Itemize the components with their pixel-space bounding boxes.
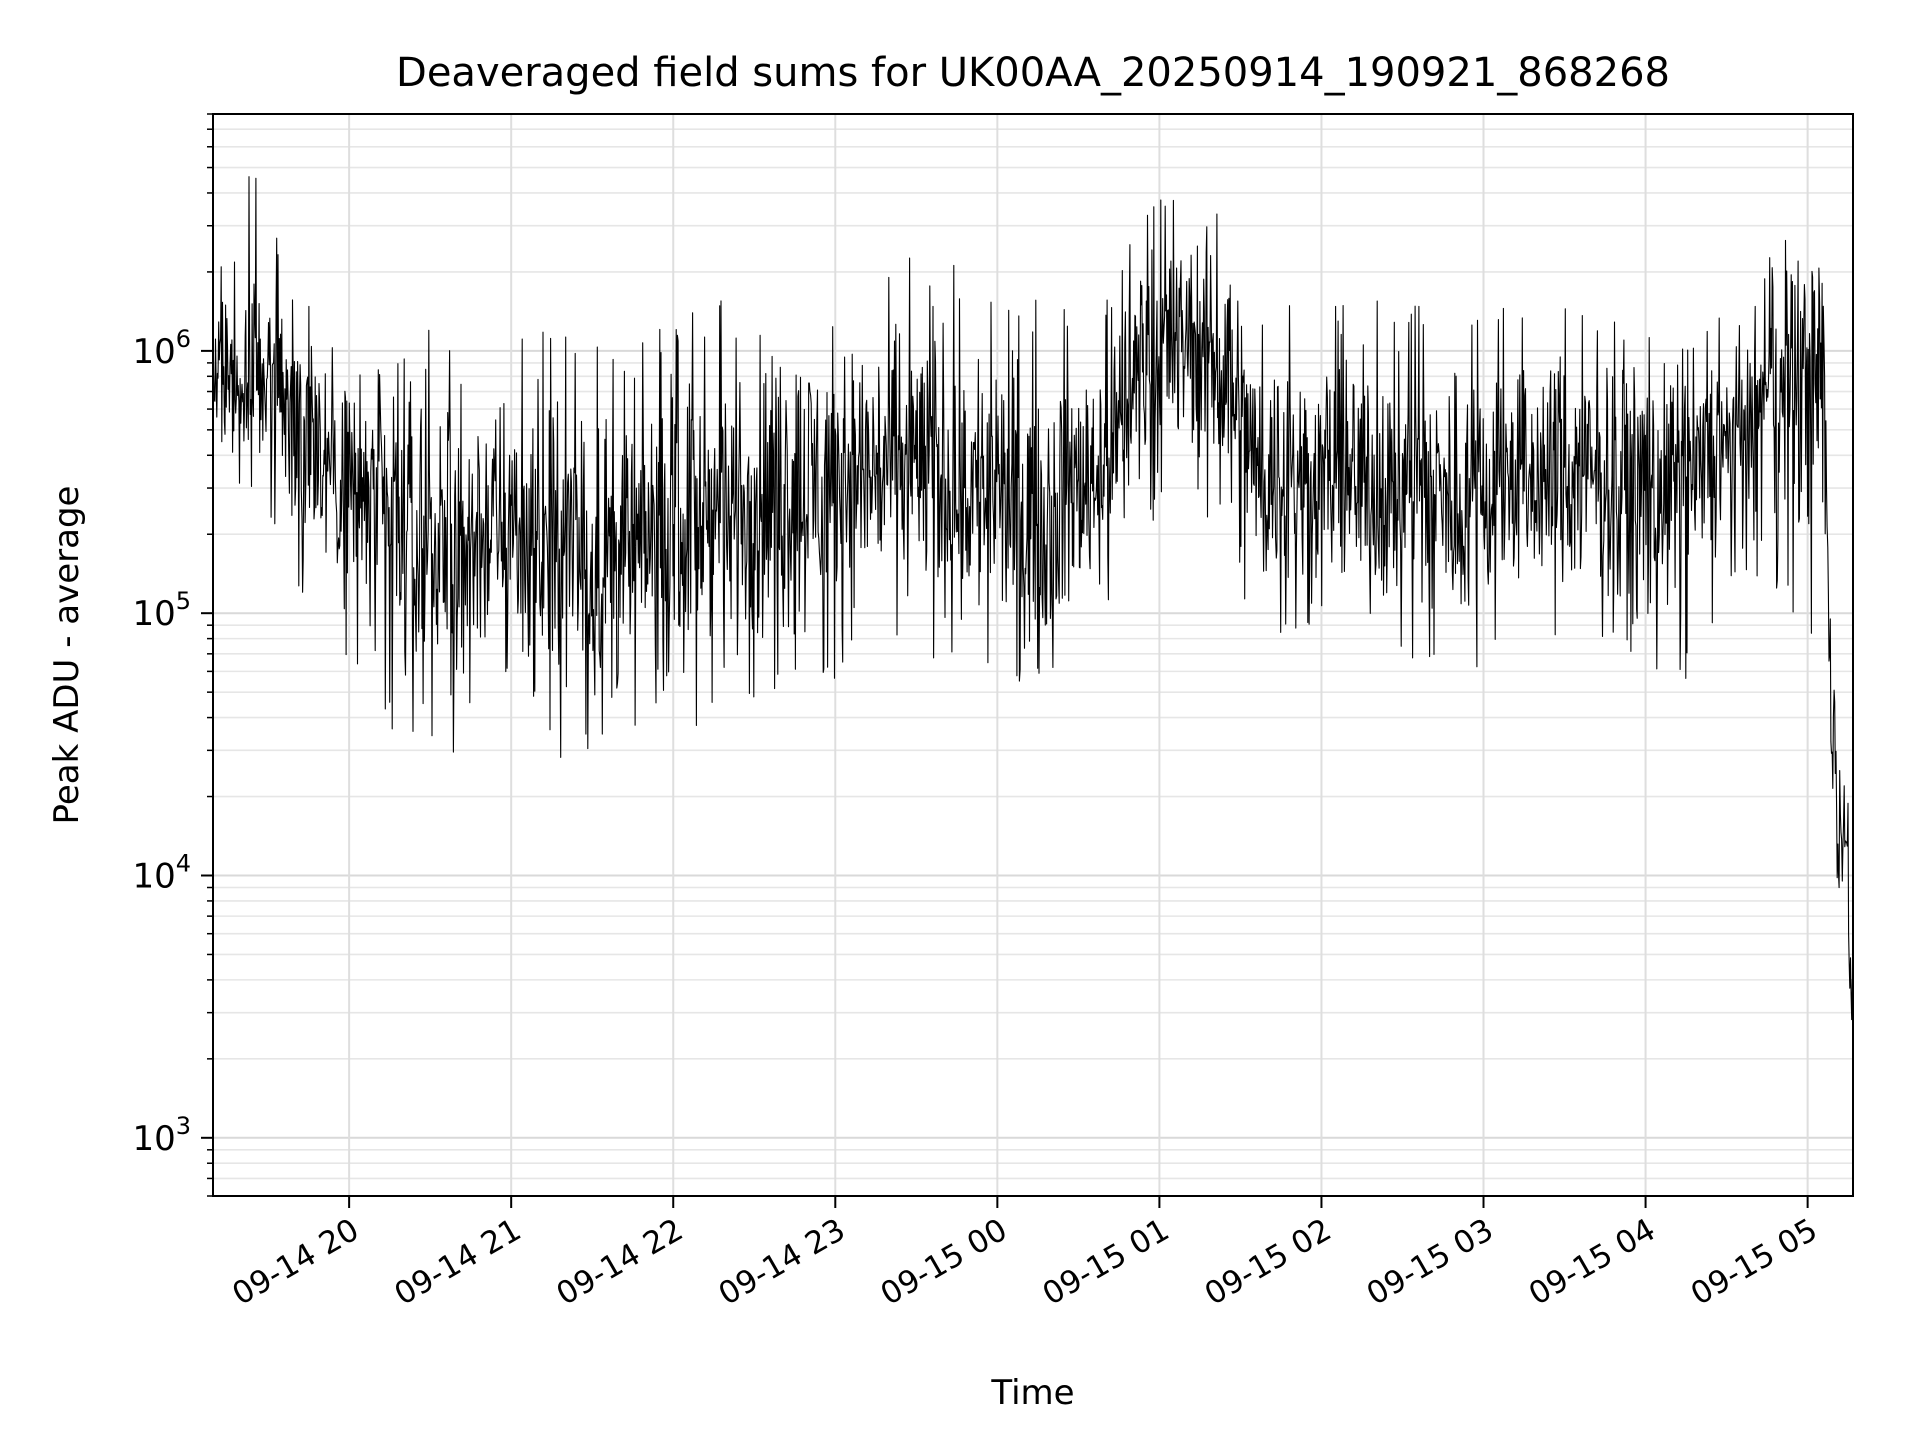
x-axis: 09-14 20 09-14 21 09-14 22 09-14 23 09-15 00… xyxy=(226,1196,1824,1313)
x-tick-label: 09-14 21 xyxy=(388,1212,527,1313)
x-tick-label: 09-14 23 xyxy=(713,1212,852,1313)
y-axis: 103 104 105 106 xyxy=(132,113,213,1197)
data-line xyxy=(212,176,1854,1097)
y-tick-label: 106 xyxy=(132,325,191,372)
grid-lines xyxy=(213,113,1853,1197)
x-tick-label: 09-15 01 xyxy=(1037,1212,1176,1313)
y-axis-label: Peak ADU - average xyxy=(47,486,87,825)
y-tick-label: 105 xyxy=(132,587,191,634)
x-tick-label: 09-14 20 xyxy=(226,1212,365,1313)
x-tick-label: 09-15 05 xyxy=(1685,1212,1824,1313)
x-axis-label: Time xyxy=(990,1373,1074,1413)
y-tick-label: 104 xyxy=(132,850,191,897)
x-tick-label: 09-15 04 xyxy=(1523,1212,1662,1313)
chart-title: Deaveraged field sums for UK00AA_2025091… xyxy=(396,50,1670,96)
y-tick-label: 103 xyxy=(132,1112,191,1159)
x-tick-label: 09-14 22 xyxy=(551,1212,690,1313)
x-tick-label: 09-15 00 xyxy=(875,1212,1014,1313)
x-tick-label: 09-15 03 xyxy=(1361,1212,1500,1313)
x-tick-label: 09-15 02 xyxy=(1199,1212,1338,1313)
plot-frame xyxy=(212,113,1854,1197)
series-line xyxy=(212,176,1854,1097)
